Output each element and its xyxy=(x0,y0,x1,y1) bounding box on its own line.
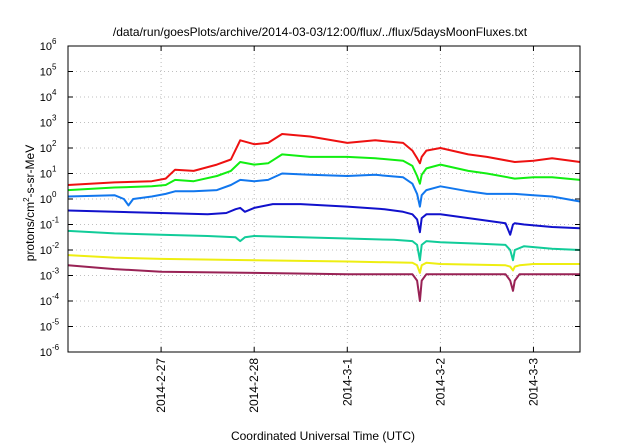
x-axis-label: Coordinated Universal Time (UTC) xyxy=(231,429,415,443)
y-tick-label: 103 xyxy=(40,114,57,130)
y-tick-label: 10-2 xyxy=(40,241,60,257)
x-tick-label: 2014-2-28 xyxy=(247,358,261,413)
series-group xyxy=(67,133,581,302)
x-tick-label: 2014-3-2 xyxy=(433,358,447,406)
y-tick-label: 102 xyxy=(40,139,57,155)
series-line-7 xyxy=(67,264,580,302)
series-line-6 xyxy=(67,254,580,274)
y-tick-label: 101 xyxy=(40,165,57,181)
y-tick-label: 105 xyxy=(40,63,57,79)
y-tick-label: 10-1 xyxy=(40,216,60,232)
series-line-1 xyxy=(67,133,581,186)
y-tick-label: 100 xyxy=(40,190,57,206)
y-tick-label: 104 xyxy=(40,88,57,104)
x-axis-ticks: 2014-2-27 2014-2-28 2014-3-1 2014-3-2 2014-3… xyxy=(154,46,540,413)
series-line-3 xyxy=(67,172,581,208)
x-tick-label: 2014-3-1 xyxy=(340,358,354,406)
y-tick-label: 10-6 xyxy=(40,343,60,359)
y-tick-label: 10-5 xyxy=(40,318,60,334)
y-axis-label: protons/cm2-s-sr-MeV xyxy=(22,145,37,261)
chart-title: /data/run/goesPlots/archive/2014-03-03/1… xyxy=(113,25,528,39)
grid-lines xyxy=(68,45,580,353)
x-tick-label: 2014-3-3 xyxy=(526,358,540,406)
series-line-2 xyxy=(67,153,581,192)
series-line-5 xyxy=(67,229,581,262)
y-tick-label: 106 xyxy=(40,37,57,53)
y-tick-label: 10-3 xyxy=(40,267,60,283)
x-tick-label: 2014-2-27 xyxy=(154,358,168,413)
series-line-4 xyxy=(67,203,581,236)
y-tick-label: 10-4 xyxy=(40,292,60,308)
